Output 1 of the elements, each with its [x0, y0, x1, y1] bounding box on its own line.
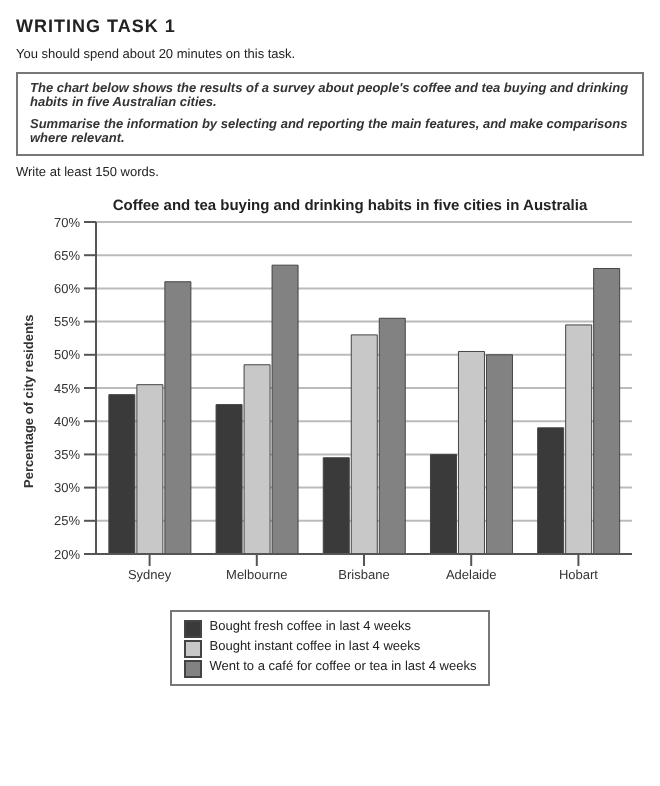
text: WRITING TASK 1: [16, 16, 178, 36]
